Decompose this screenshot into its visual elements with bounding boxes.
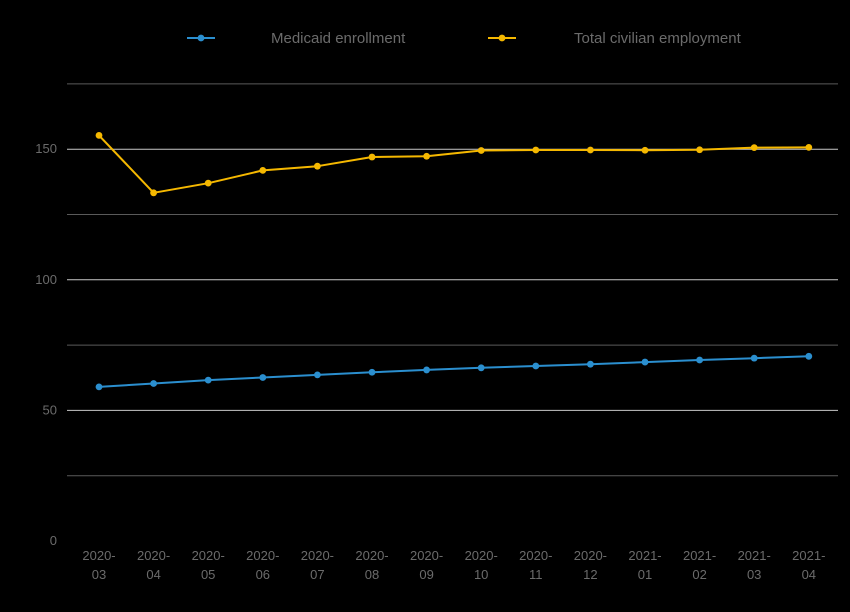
data-point [423, 152, 430, 160]
data-point [641, 146, 649, 154]
data-point [587, 360, 594, 368]
data-point [423, 366, 430, 374]
data-point [805, 143, 813, 151]
data-point [314, 162, 321, 170]
x-tick-label-line2: 09 [419, 567, 433, 582]
data-point [696, 356, 703, 364]
data-point [587, 146, 594, 154]
gridlines [67, 83, 838, 477]
data-point [150, 380, 158, 387]
x-axis-ticks: 2020-032020-042020-052020-062020-072020-… [82, 548, 825, 582]
data-point [368, 153, 376, 161]
y-tick-label: 100 [35, 272, 57, 287]
data-point [95, 383, 103, 391]
x-tick-label-line1: 2020- [192, 548, 225, 563]
data-point [259, 374, 267, 381]
legend-swatch-marker [197, 34, 205, 42]
x-tick-label-line1: 2020- [82, 548, 115, 563]
data-point [150, 189, 158, 197]
x-tick-label: 2020- 11 [519, 548, 552, 582]
x-tick-label: 2020- 09 [410, 548, 443, 582]
y-tick-label: 50 [43, 402, 57, 417]
y-axis-ticks: 0 50 100 150 [35, 141, 57, 548]
x-tick-label-line1: 2021- [628, 548, 661, 563]
x-tick-label-line1: 2020- [519, 548, 552, 563]
x-tick-label-line1: 2020- [355, 548, 388, 563]
x-tick-label-line1: 2020- [410, 548, 443, 563]
x-tick-label-line1: 2021- [738, 548, 771, 563]
x-tick-label-line1: 2020- [465, 548, 498, 563]
x-tick-label: 2020- 10 [465, 548, 498, 582]
x-tick-label: 2020- 06 [246, 548, 279, 582]
x-tick-label: 2020- 05 [192, 548, 225, 582]
series-line-total-civilian-employment [98, 134, 809, 194]
x-tick-label: 2021- 04 [792, 548, 825, 582]
x-tick-label-line2: 11 [529, 567, 543, 582]
x-tick-label-line2: 12 [583, 567, 597, 582]
x-tick-label-line1: 2020- [574, 548, 607, 563]
x-tick-label-line2: 10 [474, 567, 488, 582]
x-tick-label-line2: 06 [256, 567, 270, 582]
data-point [368, 368, 376, 376]
x-tick-label: 2020- 12 [574, 548, 607, 582]
x-tick-label-line2: 05 [201, 567, 215, 582]
x-tick-label: 2020- 07 [301, 548, 334, 582]
data-point [641, 358, 649, 366]
series-total-civilian-employment [95, 131, 813, 197]
legend-swatch-marker [498, 34, 506, 42]
legend-item-medicaid-enrollment: Medicaid enrollment [187, 30, 406, 47]
x-tick-label: 2020- 08 [355, 548, 388, 582]
x-tick-label: 2020- 04 [137, 548, 170, 582]
data-point [532, 362, 540, 370]
x-tick-label-line2: 08 [365, 567, 379, 582]
data-point [750, 354, 758, 362]
x-tick-label-line2: 03 [747, 567, 761, 582]
series-lines [95, 131, 813, 391]
x-tick-label-line1: 2021- [683, 548, 716, 563]
x-tick-label: 2021- 02 [683, 548, 716, 582]
data-point [750, 144, 758, 152]
x-tick-label: 2021- 01 [628, 548, 661, 582]
y-tick-label: 150 [35, 141, 57, 156]
data-point [259, 166, 267, 174]
x-tick-label-line2: 04 [146, 567, 160, 582]
series-line-medicaid-enrollment [98, 355, 809, 388]
x-tick-label-line2: 02 [692, 567, 706, 582]
data-point [805, 352, 813, 360]
data-point [696, 146, 703, 154]
x-tick-label-line2: 01 [638, 567, 652, 582]
legend-item-total-civilian-employment: Total civilian employment [488, 30, 742, 47]
data-point [477, 364, 485, 372]
legend-label: Total civilian employment [574, 30, 742, 47]
y-tick-label: 0 [50, 533, 57, 548]
data-point [477, 147, 485, 154]
data-point [204, 179, 212, 187]
x-tick-label-line1: 2020- [137, 548, 170, 563]
data-point [204, 376, 212, 384]
x-tick-label-line1: 2020- [301, 548, 334, 563]
x-tick-label: 2021- 03 [738, 548, 771, 582]
series-medicaid-enrollment [95, 352, 813, 391]
x-tick-label-line2: 07 [310, 567, 324, 582]
x-tick-label-line2: 03 [92, 567, 106, 582]
data-point [314, 371, 321, 379]
x-tick-label-line2: 04 [802, 567, 816, 582]
legend-label: Medicaid enrollment [271, 30, 406, 47]
data-point [532, 146, 540, 154]
data-point [95, 131, 103, 139]
legend: Medicaid enrollment Total civilian employ… [187, 30, 742, 47]
x-tick-label-line1: 2020- [246, 548, 279, 563]
x-tick-label: 2020- 03 [82, 548, 115, 582]
x-tick-label-line1: 2021- [792, 548, 825, 563]
